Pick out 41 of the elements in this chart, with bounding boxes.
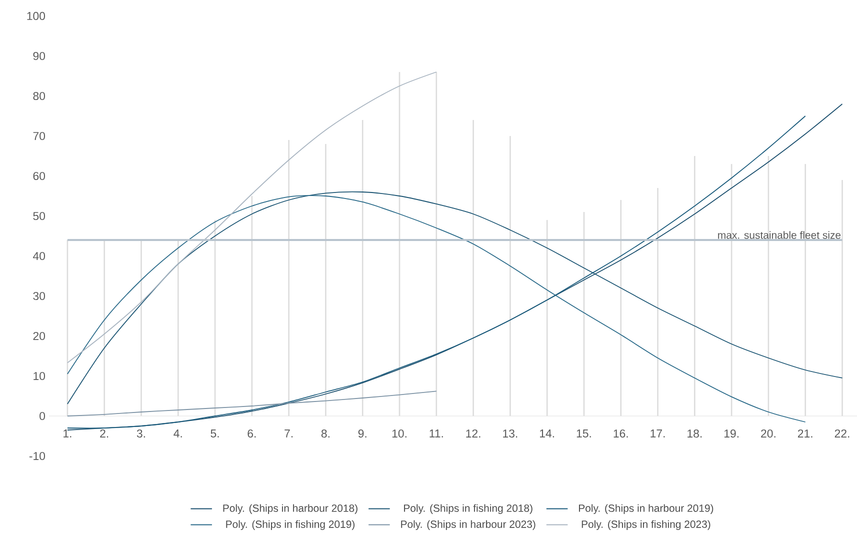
y-tick-label: 80	[33, 92, 46, 100]
ref-line-label: max. sustainable fleet size	[718, 231, 841, 239]
x-tick-label: 22.	[834, 429, 850, 438]
x-tick-label: 21.	[798, 429, 812, 438]
x-tick-label: 3.	[136, 429, 145, 438]
y-tick-label: 0	[40, 412, 46, 420]
x-tick-label: 15.	[576, 429, 591, 438]
legend-label: Poly. (Ships in harbour 2019)	[578, 504, 714, 514]
y-tick-label: 70	[33, 132, 46, 140]
x-tick-label: 13.	[503, 429, 518, 438]
x-tick-label: 10.	[392, 429, 406, 438]
x-tick-label: 18.	[688, 429, 702, 438]
x-tick-label: 4.	[174, 429, 182, 438]
y-tick-label: 20	[33, 332, 46, 340]
x-tick-label: 6.	[248, 429, 256, 438]
x-tick-label: 14.	[540, 429, 554, 438]
legend-label: Poly. (Ships in harbour 2023)	[401, 520, 536, 530]
legend-label: Poly. (Ships in fishing 2019)	[226, 520, 354, 530]
legend-label: Poly. (Ships in fishing 2018)	[404, 504, 532, 514]
y-tick-label: 90	[33, 52, 46, 60]
legend-label: Poly. (Ships in fishing 2023)	[582, 520, 710, 530]
y-tick-label: -10	[29, 452, 46, 460]
y-tick-label: 30	[33, 292, 46, 300]
x-tick-label: 17.	[650, 429, 665, 438]
x-tick-label: 16.	[614, 429, 628, 438]
x-tick-label: 5.	[210, 429, 219, 438]
x-tick-label: 7.	[284, 429, 293, 438]
x-tick-label: 12.	[466, 429, 480, 438]
x-tick-label: 11.	[430, 429, 443, 438]
y-tick-label: 50	[33, 212, 46, 220]
x-tick-label: 19.	[724, 429, 738, 438]
y-tick-label: 100	[27, 12, 46, 20]
x-tick-label: 2.	[100, 429, 108, 438]
x-tick-label: 20.	[761, 429, 776, 438]
y-tick-label: 60	[33, 172, 46, 180]
y-tick-label: 40	[33, 252, 46, 260]
x-tick-label: 9.	[358, 429, 366, 438]
y-tick-label: 10	[34, 372, 46, 380]
legend-label: Poly. (Ships in harbour 2018)	[223, 504, 358, 514]
x-tick-label: 8.	[321, 429, 330, 438]
x-tick-label: 1.	[64, 429, 72, 438]
